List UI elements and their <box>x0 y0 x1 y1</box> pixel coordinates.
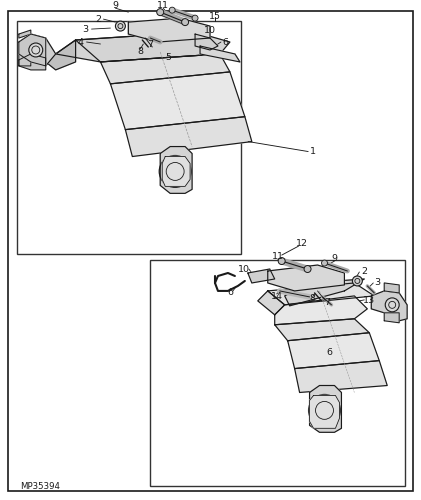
Polygon shape <box>110 72 245 130</box>
Text: 9: 9 <box>331 254 338 262</box>
Polygon shape <box>76 32 220 62</box>
Polygon shape <box>275 296 367 325</box>
Circle shape <box>157 8 164 16</box>
Polygon shape <box>200 46 240 62</box>
Text: 4: 4 <box>77 38 84 46</box>
Circle shape <box>159 156 191 188</box>
Polygon shape <box>125 116 252 156</box>
Polygon shape <box>19 34 56 66</box>
Text: 2: 2 <box>96 14 101 24</box>
Text: 8: 8 <box>137 48 143 56</box>
Polygon shape <box>384 283 399 293</box>
Text: 11: 11 <box>272 252 284 260</box>
Bar <box>17 20 241 254</box>
Text: 1: 1 <box>310 147 316 156</box>
Circle shape <box>309 394 341 426</box>
Text: 8: 8 <box>309 294 316 304</box>
Polygon shape <box>285 279 364 306</box>
Polygon shape <box>195 34 218 50</box>
Polygon shape <box>19 34 46 66</box>
Polygon shape <box>160 146 192 194</box>
Text: 15: 15 <box>209 12 221 20</box>
Circle shape <box>322 260 328 266</box>
Polygon shape <box>384 313 399 323</box>
Text: 14: 14 <box>271 292 283 302</box>
Circle shape <box>169 7 175 13</box>
Text: 7: 7 <box>325 298 330 308</box>
Polygon shape <box>46 40 76 70</box>
Circle shape <box>352 276 362 286</box>
Circle shape <box>115 21 125 31</box>
Text: 6: 6 <box>227 288 233 298</box>
Polygon shape <box>275 319 369 340</box>
Text: 5: 5 <box>165 54 171 62</box>
Circle shape <box>29 43 43 57</box>
Polygon shape <box>258 291 285 315</box>
Text: 6: 6 <box>222 38 228 46</box>
Circle shape <box>278 258 285 264</box>
Polygon shape <box>162 156 190 186</box>
Text: 11: 11 <box>157 0 169 10</box>
Polygon shape <box>128 18 210 42</box>
Text: MP35394: MP35394 <box>20 482 60 490</box>
Polygon shape <box>19 54 46 70</box>
Polygon shape <box>19 54 31 66</box>
Polygon shape <box>268 283 374 305</box>
Circle shape <box>385 298 399 312</box>
Circle shape <box>192 15 198 21</box>
Polygon shape <box>288 332 379 368</box>
Polygon shape <box>101 54 230 84</box>
Text: 2: 2 <box>361 266 368 276</box>
Text: 9: 9 <box>112 0 118 10</box>
Polygon shape <box>19 30 31 38</box>
Text: 13: 13 <box>363 296 376 306</box>
Bar <box>150 260 405 486</box>
Text: 12: 12 <box>296 239 308 248</box>
Text: 3: 3 <box>374 278 380 287</box>
Text: 6: 6 <box>326 348 333 357</box>
Polygon shape <box>371 291 407 321</box>
Polygon shape <box>56 32 230 62</box>
Text: 3: 3 <box>83 24 88 34</box>
Circle shape <box>304 266 311 272</box>
Polygon shape <box>268 265 344 291</box>
Text: 10: 10 <box>238 264 250 274</box>
Circle shape <box>181 18 189 26</box>
Polygon shape <box>309 386 341 432</box>
Polygon shape <box>295 360 387 392</box>
Text: 7: 7 <box>147 40 153 48</box>
Polygon shape <box>309 396 339 428</box>
Polygon shape <box>248 269 275 283</box>
Text: 10: 10 <box>204 26 216 35</box>
